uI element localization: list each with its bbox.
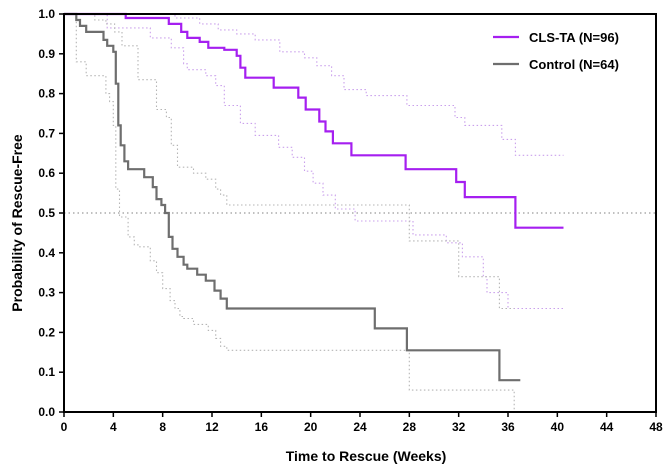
axes: 0 4 8 12 16 20 24 28 32 36 40 44 480.00.10.20.30.40.… [38, 7, 663, 434]
y-tick-label: 0.9 [38, 47, 55, 61]
x-tick-label: 48 [649, 420, 663, 434]
confidence-bands [64, 13, 564, 412]
x-tick-label: 8 [159, 420, 166, 434]
control-ci-lower [64, 13, 515, 412]
y-tick-label: 0.6 [38, 166, 55, 180]
x-axis-title: Time to Rescue (Weeks) [286, 448, 447, 464]
y-tick-label: 0.5 [38, 206, 55, 220]
x-tick-label: 44 [600, 420, 614, 434]
y-tick-label: 0.0 [38, 405, 55, 419]
y-tick-label: 0.2 [38, 325, 55, 339]
x-tick-label: 28 [403, 420, 417, 434]
legend-label-cls-ta: CLS-TA (N=96) [529, 30, 619, 45]
legend: CLS-TA (N=96) Control (N=64) [493, 30, 619, 72]
y-tick-label: 0.7 [38, 126, 55, 140]
x-tick-label: 32 [452, 420, 466, 434]
control-curve [64, 12, 521, 382]
x-tick-label: 12 [205, 420, 219, 434]
y-axis-title: Probability of Rescue-Free [9, 134, 25, 312]
plot-frame [63, 13, 657, 413]
legend-label-control: Control (N=64) [529, 57, 619, 72]
x-tick-label: 40 [551, 420, 565, 434]
y-tick-label: 0.1 [38, 365, 55, 379]
y-tick-label: 0.3 [38, 286, 55, 300]
x-tick-label: 4 [110, 420, 117, 434]
x-tick-label: 24 [353, 420, 367, 434]
x-tick-label: 16 [255, 420, 269, 434]
cls-ta-ci-upper [64, 13, 564, 156]
y-tick-label: 0.4 [38, 246, 55, 260]
y-tick-label: 0.8 [38, 87, 55, 101]
x-tick-label: 36 [501, 420, 515, 434]
y-tick-label: 1.0 [38, 7, 55, 21]
x-tick-label: 0 [61, 420, 68, 434]
cls-ta-curve [64, 12, 564, 229]
control-ci-upper [64, 13, 515, 310]
cls-ta-ci-lower [64, 13, 564, 310]
x-tick-label: 20 [304, 420, 318, 434]
survival-curves [64, 12, 564, 382]
